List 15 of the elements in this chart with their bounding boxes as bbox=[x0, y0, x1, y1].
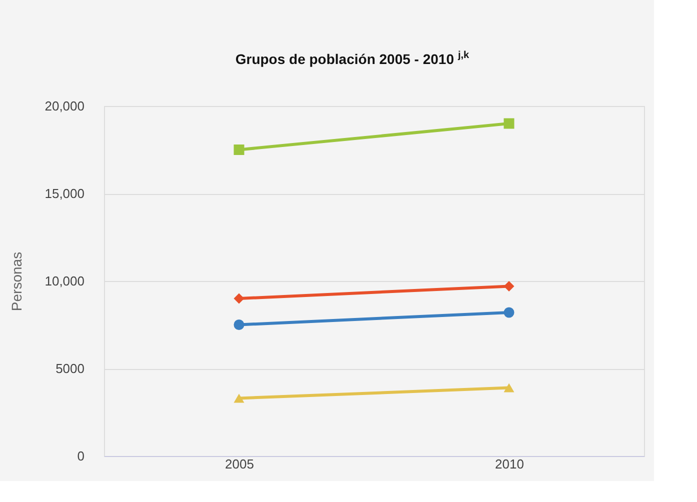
point bbox=[234, 293, 244, 304]
y-tick-label: 0 bbox=[77, 448, 84, 464]
x-tick-label: 2010 bbox=[495, 456, 524, 472]
y-tick-label: 10,000 bbox=[44, 274, 84, 288]
point bbox=[504, 307, 514, 318]
x-tick-label: 2005 bbox=[225, 456, 254, 472]
point bbox=[234, 144, 244, 155]
y-tick-label: 20,000 bbox=[44, 98, 84, 114]
point bbox=[504, 118, 514, 129]
chart-title: Grupos de población 2005 - 2010 j,k bbox=[235, 50, 470, 67]
point bbox=[234, 320, 244, 330]
y-tick-label: 15,000 bbox=[44, 186, 84, 201]
point bbox=[504, 281, 514, 292]
y-tick-label: 5000 bbox=[56, 361, 84, 376]
y-axis-title: Personas bbox=[8, 252, 25, 312]
